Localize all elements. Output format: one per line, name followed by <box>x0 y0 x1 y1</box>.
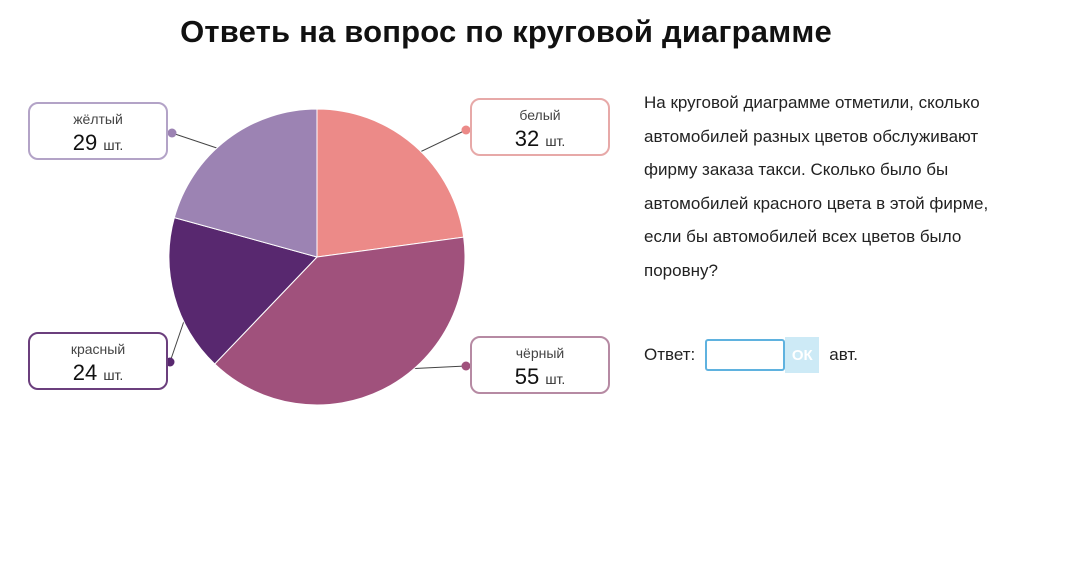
answer-unit: авт. <box>829 345 858 364</box>
callout-label: белый <box>519 107 561 123</box>
callout-black: чёрный 55 шт. <box>470 336 610 394</box>
callout-dot-black <box>461 361 471 371</box>
answer-row: Ответ: ОК авт. <box>644 337 858 373</box>
answer-input[interactable] <box>705 339 786 371</box>
pie-slice-white <box>316 108 465 258</box>
pie-slice-red <box>168 217 318 365</box>
callout-dot-white <box>461 125 471 135</box>
callout-yellow: жёлтый 29 шт. <box>28 102 168 160</box>
callout-label: чёрный <box>515 345 565 361</box>
callout-unit: шт. <box>545 133 566 149</box>
callout-red: красный 24 шт. <box>28 332 168 390</box>
answer-label: Ответ: <box>644 345 696 364</box>
pie-chart <box>165 108 471 406</box>
callout-value: 32 <box>514 126 540 151</box>
callout-unit: шт. <box>103 367 124 383</box>
callout-value: 24 <box>72 360 98 385</box>
callout-value: 55 <box>514 364 540 389</box>
callout-value: 29 <box>72 130 98 155</box>
callout-unit: шт. <box>545 371 566 387</box>
pie-slice-black <box>214 236 466 406</box>
callout-unit: шт. <box>103 137 124 153</box>
callout-label: жёлтый <box>73 111 123 127</box>
callout-label: красный <box>70 341 126 357</box>
callout-white: белый 32 шт. <box>470 98 610 156</box>
ok-button[interactable]: ОК <box>785 337 820 373</box>
pie-slice-yellow <box>173 108 318 258</box>
question-text: На круговой диаграмме отметили, сколько … <box>644 93 989 280</box>
callout-dot-yellow <box>167 128 177 138</box>
page-title: Ответь на вопрос по круговой диаграмме <box>180 14 832 49</box>
